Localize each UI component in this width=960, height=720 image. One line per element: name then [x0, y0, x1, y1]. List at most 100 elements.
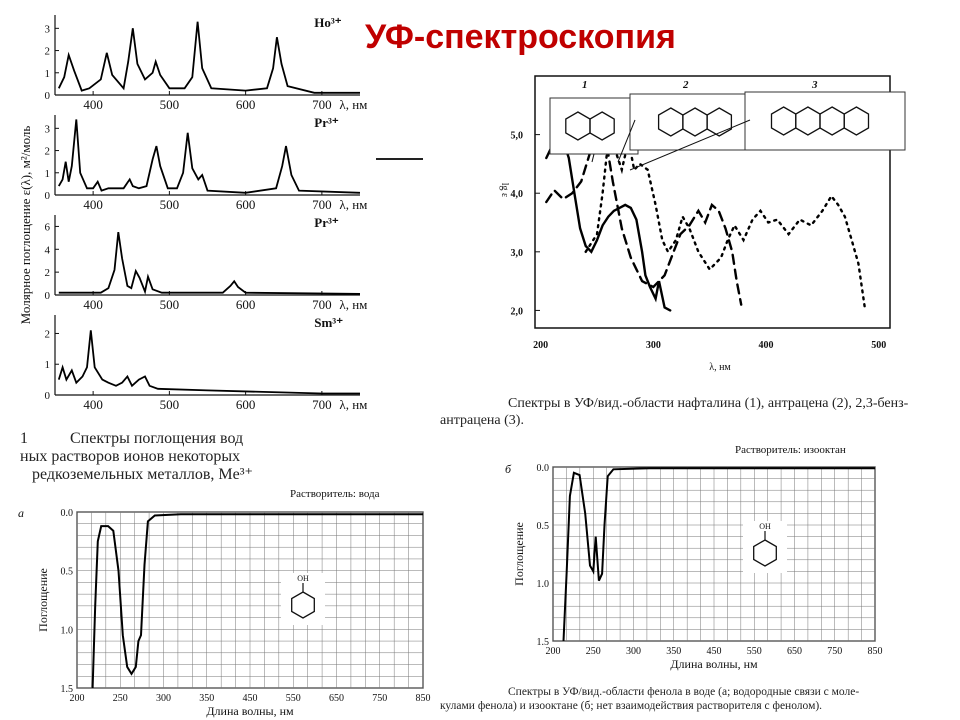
structure-background — [281, 573, 325, 625]
absorbance-line — [562, 467, 875, 642]
slide-title: УФ-спектроскопия — [365, 18, 676, 56]
aromatic-chart: 2,0 3,0 4,0 5,0 200 300 400 500 1 2 3 lg ε λ, нм — [499, 75, 906, 373]
aromatic-axes: 2,0 3,0 4,0 5,0 200 300 400 500 — [511, 131, 887, 351]
structure-box — [744, 91, 906, 151]
x-tick-label: 250 — [113, 693, 128, 704]
y-tick-label: 0.5 — [61, 567, 74, 578]
phenol-caption: Спектры в УФ/вид.-области фенола в воде … — [440, 685, 955, 713]
absorbance-line — [91, 513, 423, 689]
y-tick-label: 1.5 — [537, 637, 550, 648]
aromatic-caption: Спектры в УФ/вид.-области нафталина (1),… — [440, 395, 940, 429]
ion-label: Pr³⁺ — [314, 115, 339, 130]
aromatic-caption-line-1: Спектры в УФ/вид.-области нафталина (1),… — [508, 396, 909, 411]
x-tick-label: 700 — [312, 397, 332, 412]
y-tick-label: 1.0 — [537, 579, 550, 590]
x-tick-label: 400 — [83, 97, 103, 112]
x-tick-label: 200 — [533, 340, 548, 351]
y-tick-label: 4 — [45, 244, 51, 256]
x-axis-label: λ, нм — [339, 397, 367, 412]
y-tick-label: 0.5 — [537, 521, 550, 532]
y-tick-label: 1.5 — [61, 684, 74, 695]
ion-label: Pr³⁺ — [314, 215, 339, 230]
structure-arrow — [629, 119, 751, 171]
x-tick-label: 300 — [626, 646, 641, 657]
x-tick-label: 500 — [160, 197, 180, 212]
benzene-ring — [706, 107, 733, 137]
rare-earth-caption-line-2: ных растворов ионов некоторых — [20, 448, 241, 465]
x-tick-label: 400 — [759, 340, 774, 351]
x-tick-label: 650 — [329, 693, 344, 704]
x-tick-label: 200 — [70, 693, 85, 704]
x-tick-label: 350 — [666, 646, 681, 657]
x-tick-label: 850 — [416, 693, 431, 704]
x-tick-label: 400 — [83, 397, 103, 412]
rare-earth-chart: Молярное поглощение ε(λ), м²/моль 012340… — [18, 15, 367, 412]
x-tick-label: 450 — [243, 693, 258, 704]
x-tick-label: 600 — [236, 297, 256, 312]
y-tick-label: 3,0 — [511, 248, 524, 259]
phenol-ring — [753, 539, 777, 567]
y-tick-label: 0 — [45, 190, 51, 202]
solvent-water-label: Растворитель: вода — [290, 488, 380, 500]
y-tick-label: 1 — [45, 359, 51, 371]
x-tick-label: 250 — [586, 646, 601, 657]
structure-label: 2 — [682, 79, 689, 91]
x-tick-label: 400 — [83, 197, 103, 212]
x-tick-label: 300 — [646, 340, 661, 351]
aromatic-series — [545, 112, 867, 312]
x-tick-label: 400 — [83, 297, 103, 312]
structure-box — [629, 93, 759, 151]
rare-earth-caption-line-3: редкоземельных металлов, Me³⁺ — [32, 466, 253, 483]
x-tick-label: 600 — [236, 97, 256, 112]
x-tick-label: 550 — [286, 693, 301, 704]
y-axis-label: Поглощение — [512, 522, 526, 586]
aromatic-structures: 1 2 3 — [549, 79, 906, 171]
y-tick-label: 0.0 — [61, 508, 74, 519]
y-tick-label: 2 — [45, 46, 51, 58]
rare-earth-ylabel: Молярное поглощение ε(λ), м²/моль — [18, 126, 33, 325]
rare-earth-caption-number: 1 — [20, 430, 28, 447]
y-tick-label: 0 — [45, 390, 51, 402]
x-tick-label: 850 — [868, 646, 883, 657]
aromatic-ylabel: lg ε — [499, 183, 510, 197]
x-axis-label: Длина волны, нм — [670, 657, 758, 671]
x-axis-label: Длина волны, нм — [206, 704, 294, 718]
x-tick-label: 300 — [156, 693, 171, 704]
y-tick-label: 2 — [45, 328, 51, 340]
ion-label: Ho³⁺ — [314, 15, 342, 30]
benzene-ring — [843, 106, 870, 136]
rare-earth-caption: 1 Спектры поглощения вод ных растворов ио… — [20, 430, 253, 484]
x-axis-label: λ, нм — [339, 97, 367, 112]
spectrum-line — [58, 231, 361, 295]
y-tick-label: 4,0 — [511, 189, 524, 200]
y-tick-label: 3 — [45, 23, 51, 35]
x-tick-label: 600 — [236, 197, 256, 212]
x-axis-label: λ, нм — [339, 297, 367, 312]
aromatic-plot-frame — [534, 75, 891, 329]
rare-earth-caption-line-1: Спектры поглощения вод — [70, 430, 244, 447]
phenol-ring — [291, 591, 315, 619]
x-tick-label: 500 — [160, 397, 180, 412]
structure-arrow — [617, 119, 636, 163]
series-2-line — [545, 112, 743, 306]
x-tick-label: 500 — [871, 340, 886, 351]
y-tick-label: 1.0 — [61, 625, 74, 636]
structure-label: 1 — [582, 79, 588, 91]
x-tick-label: 550 — [747, 646, 762, 657]
panel-b-letter: б — [505, 462, 512, 476]
ion-label: Sm³⁺ — [314, 315, 343, 330]
y-tick-label: 0.0 — [537, 463, 550, 474]
structure-background — [743, 521, 787, 573]
series-1-line — [545, 132, 672, 312]
structure-arrow — [591, 153, 595, 163]
connector-line — [376, 158, 423, 160]
x-tick-label: 350 — [199, 693, 214, 704]
y-tick-label: 2 — [45, 146, 51, 158]
x-tick-label: 200 — [546, 646, 561, 657]
phenol-caption-line-1: Спектры в УФ/вид.-области фенола в воде … — [508, 686, 860, 698]
aromatic-xlabel: λ, нм — [709, 362, 731, 373]
